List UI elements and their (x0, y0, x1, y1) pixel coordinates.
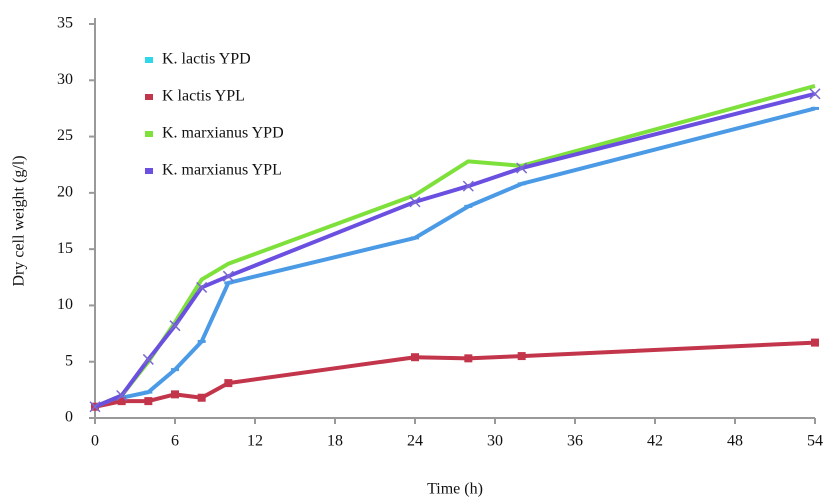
marker (464, 354, 473, 363)
marker (89, 401, 101, 413)
legend-marker (145, 131, 153, 137)
series-line (94, 91, 816, 409)
x-tick-label: 0 (91, 433, 99, 450)
marker (196, 281, 208, 293)
marker (224, 379, 233, 388)
legend-label: K. marxianus YPD (162, 125, 284, 142)
y-tick-label: 5 (65, 352, 73, 369)
x-tick-label: 54 (807, 433, 823, 450)
legend-label: K. marxianus YPL (162, 162, 282, 179)
legend-marker (145, 168, 153, 174)
legend-marker (145, 57, 153, 63)
x-tick-label: 42 (647, 433, 663, 450)
marker (116, 389, 128, 402)
series-line (94, 106, 816, 409)
y-tick-label: 25 (57, 127, 73, 144)
legend-label: K. lactis YPD (162, 51, 251, 68)
x-axis-label: Time (h) (427, 481, 483, 498)
marker (169, 320, 181, 332)
y-tick-label: 30 (57, 71, 73, 88)
marker (516, 162, 528, 174)
marker (197, 393, 206, 402)
marker (811, 338, 819, 347)
marker (142, 353, 154, 365)
x-tick-label: 30 (487, 433, 503, 450)
y-tick-label: 20 (57, 184, 73, 201)
marker (171, 390, 179, 399)
y-tick-label: 0 (65, 409, 73, 426)
y-tick-label: 35 (57, 15, 73, 32)
marker (117, 397, 126, 406)
legend-label: K lactis YPL (162, 88, 245, 105)
marker (517, 352, 526, 361)
marker (222, 270, 234, 282)
y-tick-label: 15 (57, 240, 73, 257)
x-tick-label: 36 (567, 433, 583, 450)
x-tick-label: 6 (171, 433, 179, 450)
marker (411, 353, 419, 362)
y-axis-label: Dry cell weight (g/l) (11, 155, 28, 286)
series-line (94, 340, 816, 409)
x-tick-label: 48 (727, 433, 743, 450)
marker (462, 180, 474, 192)
marker (409, 196, 421, 208)
marker (144, 397, 153, 406)
marker (809, 88, 821, 100)
y-tick-label: 10 (57, 296, 73, 313)
legend-marker (145, 94, 153, 100)
x-tick-label: 24 (407, 433, 423, 450)
x-tick-label: 18 (327, 433, 343, 450)
x-tick-label: 12 (247, 433, 263, 450)
